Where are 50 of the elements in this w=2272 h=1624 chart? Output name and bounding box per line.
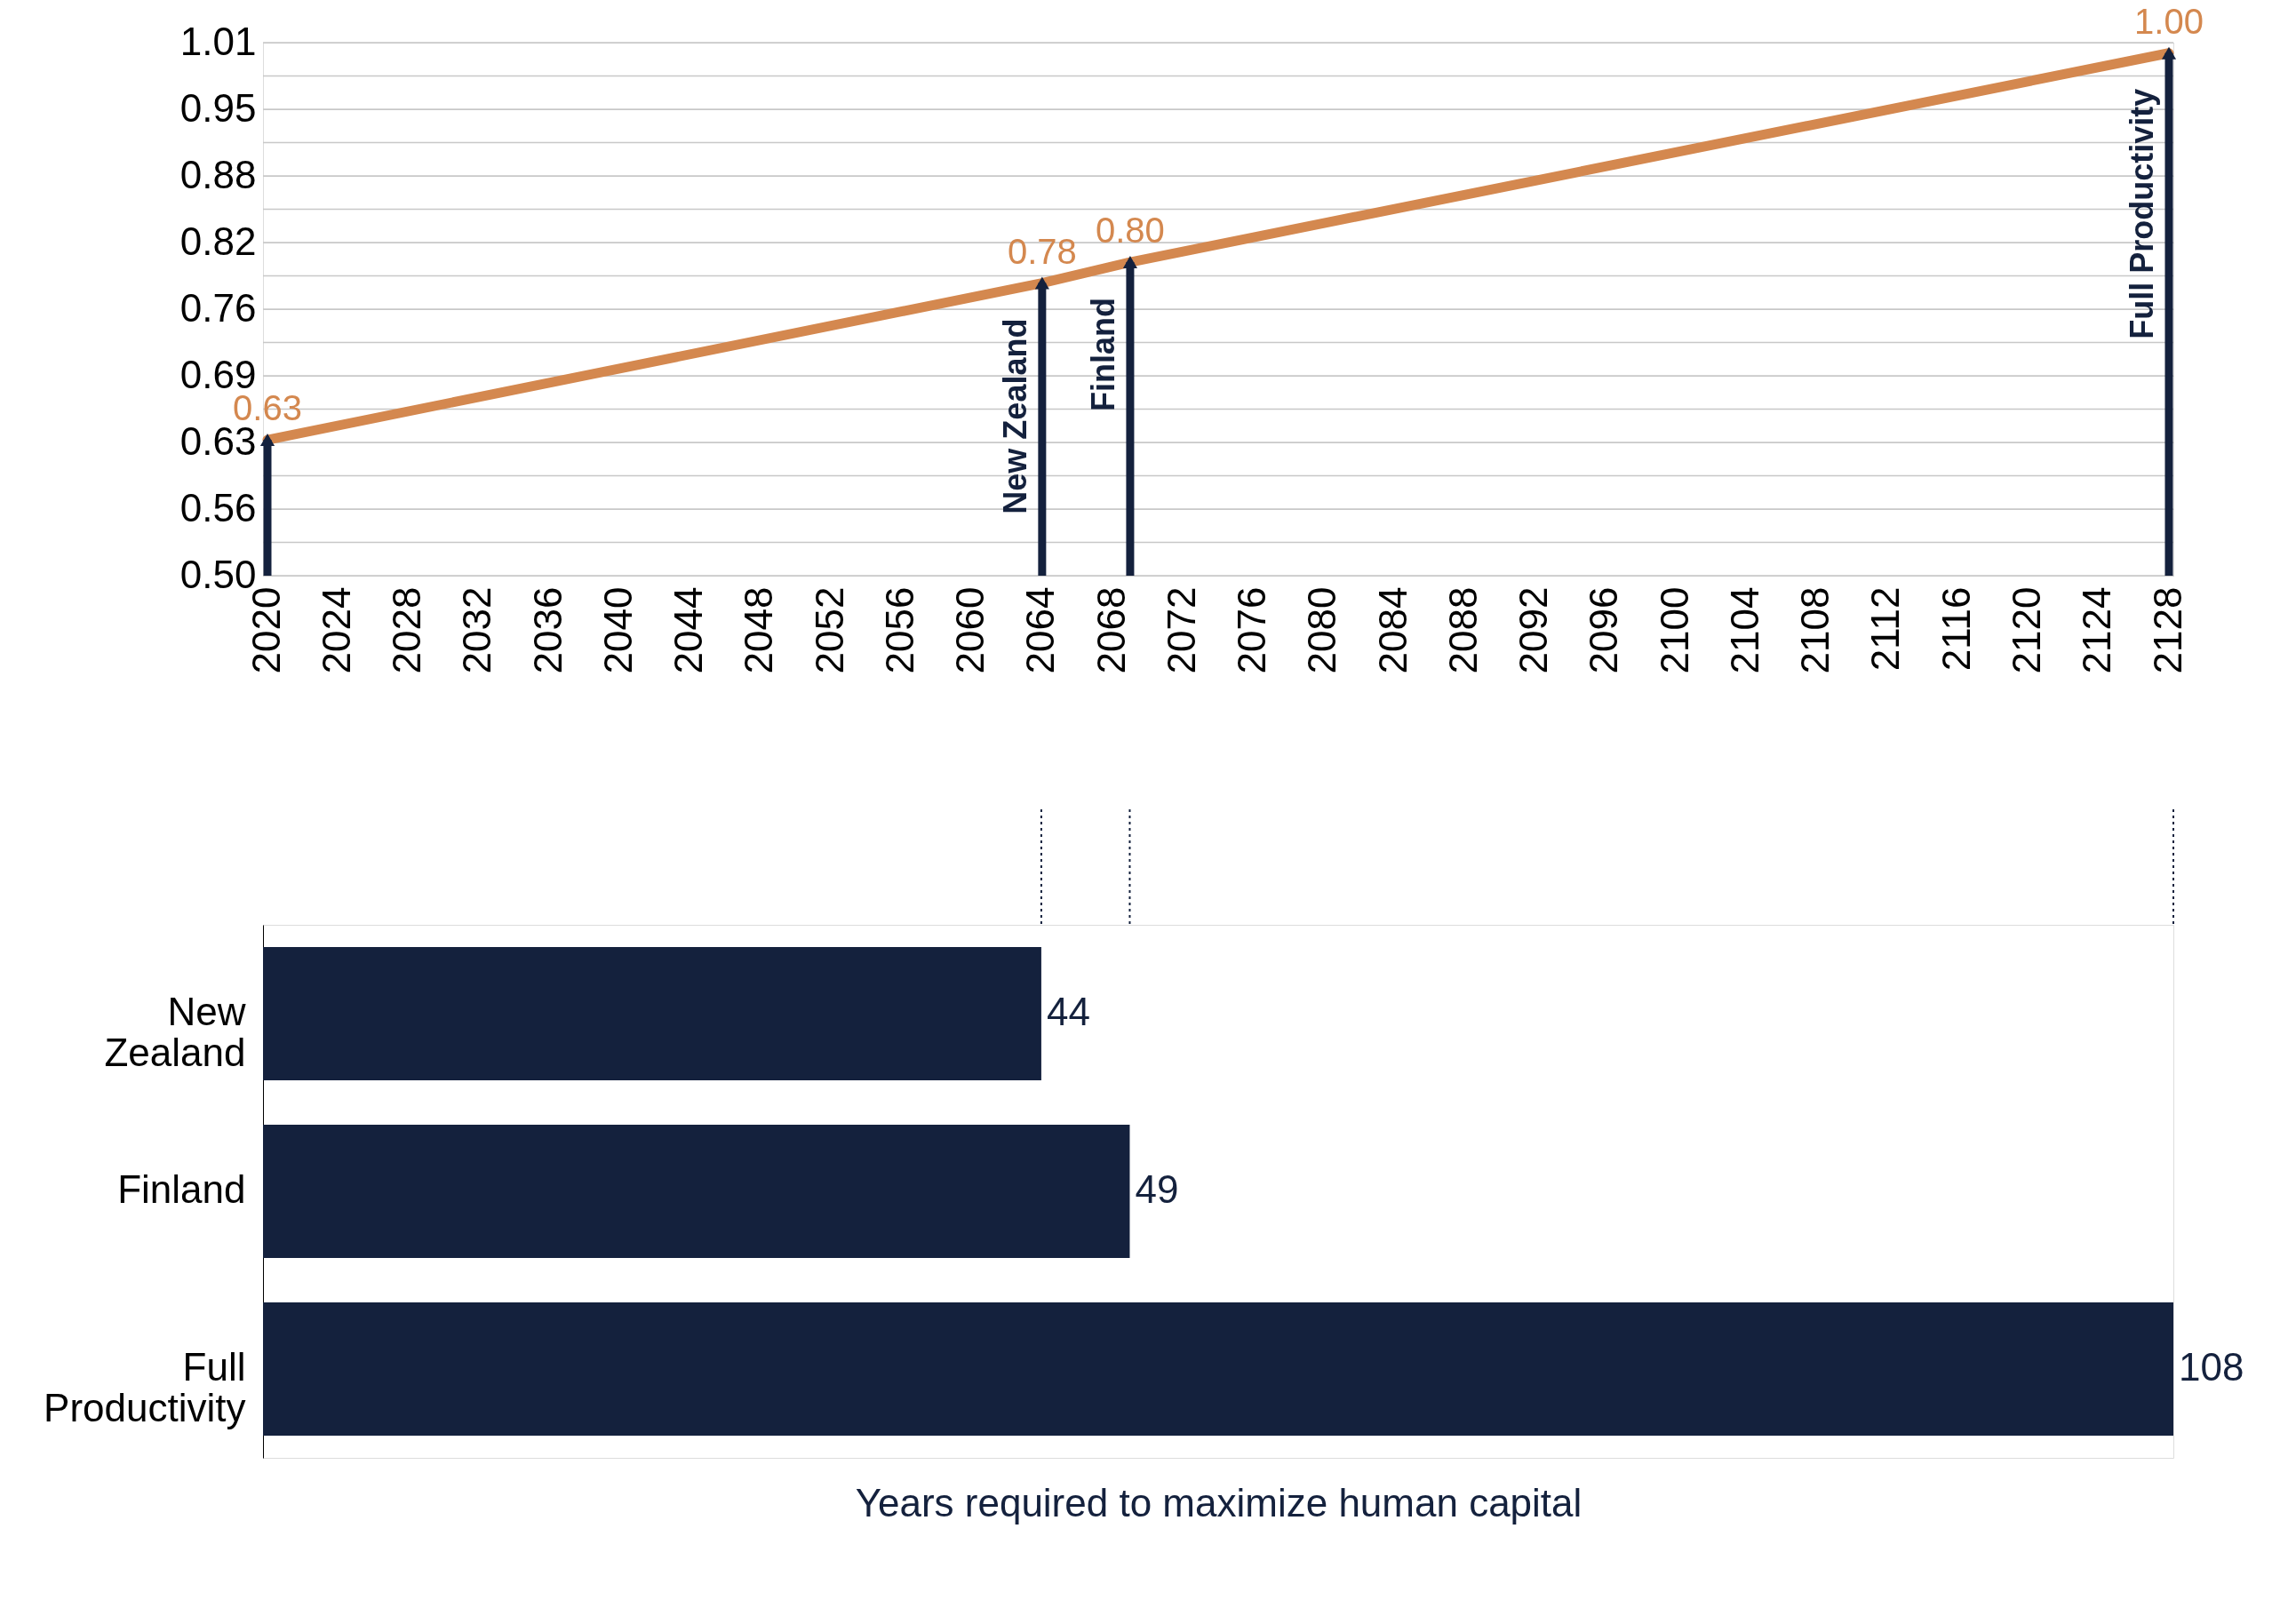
x-tick-label: 2080 <box>1300 586 1344 674</box>
y-tick-label: 0.56 <box>179 485 257 529</box>
x-tick-label: 2092 <box>1511 586 1556 674</box>
y-tick-label: 0.76 <box>179 285 257 330</box>
x-tick-label: 2056 <box>877 586 921 674</box>
x-tick-label: 2052 <box>807 586 851 674</box>
y-tick-label: 0.88 <box>179 152 257 196</box>
point <box>1034 276 1049 290</box>
x-tick-label: 2108 <box>1793 586 1838 674</box>
x-tick-label: 2112 <box>1863 586 1908 672</box>
y-tick-label: 0.95 <box>179 85 257 130</box>
data-label: 0.78 <box>1007 231 1077 271</box>
annotation: Finland <box>1084 298 1121 412</box>
point <box>259 434 275 447</box>
y-tick-label: 0.82 <box>179 219 257 263</box>
x-tick-label: 2068 <box>1088 586 1133 674</box>
x-axis-title: Years required to maximize human capital <box>855 1480 1582 1524</box>
x-tick-label: 2060 <box>948 586 993 674</box>
y-tick-label: Finland <box>117 1167 246 1211</box>
x-tick-label: 2096 <box>1582 586 1626 674</box>
data-label: 44 <box>1046 990 1090 1033</box>
x-tick-label: 2128 <box>2145 586 2189 674</box>
data-label: 108 <box>2179 1345 2244 1389</box>
x-tick-label: 2040 <box>595 586 640 674</box>
x-tick-label: 2100 <box>1652 586 1696 674</box>
x-tick-label: 2032 <box>455 586 499 674</box>
x-tick-label: 2036 <box>525 586 570 674</box>
x-tick-label: 2088 <box>1440 586 1485 674</box>
x-tick-label: 2084 <box>1370 586 1415 674</box>
x-tick-label: 2124 <box>2075 586 2119 674</box>
x-tick-label: 2104 <box>1722 586 1766 674</box>
y-tick-label: New Zealand <box>104 990 246 1074</box>
x-tick-label: 2076 <box>1230 586 1274 674</box>
data-label: 0.80 <box>1096 211 1165 251</box>
x-tick-label: 2024 <box>314 586 358 674</box>
x-tick-label: 2028 <box>385 586 429 674</box>
x-tick-label: 2120 <box>2004 586 2048 674</box>
point <box>1122 256 1137 269</box>
x-tick-label: 2048 <box>737 586 781 674</box>
x-tick-label: 2116 <box>1933 586 1978 672</box>
data-label: 49 <box>1135 1167 1179 1211</box>
x-tick-label: 2072 <box>1159 586 1203 674</box>
annotation: Full Productivity <box>2124 88 2160 339</box>
y-tick-label: 1.01 <box>179 19 257 63</box>
point <box>2161 46 2177 60</box>
data-label: 1.00 <box>2134 1 2204 41</box>
annotation: New Zealand <box>996 318 1033 514</box>
x-tick-label: 2044 <box>666 586 711 674</box>
x-tick-label: 2064 <box>1018 586 1063 674</box>
y-tick-label: Full Productivity <box>44 1345 246 1429</box>
